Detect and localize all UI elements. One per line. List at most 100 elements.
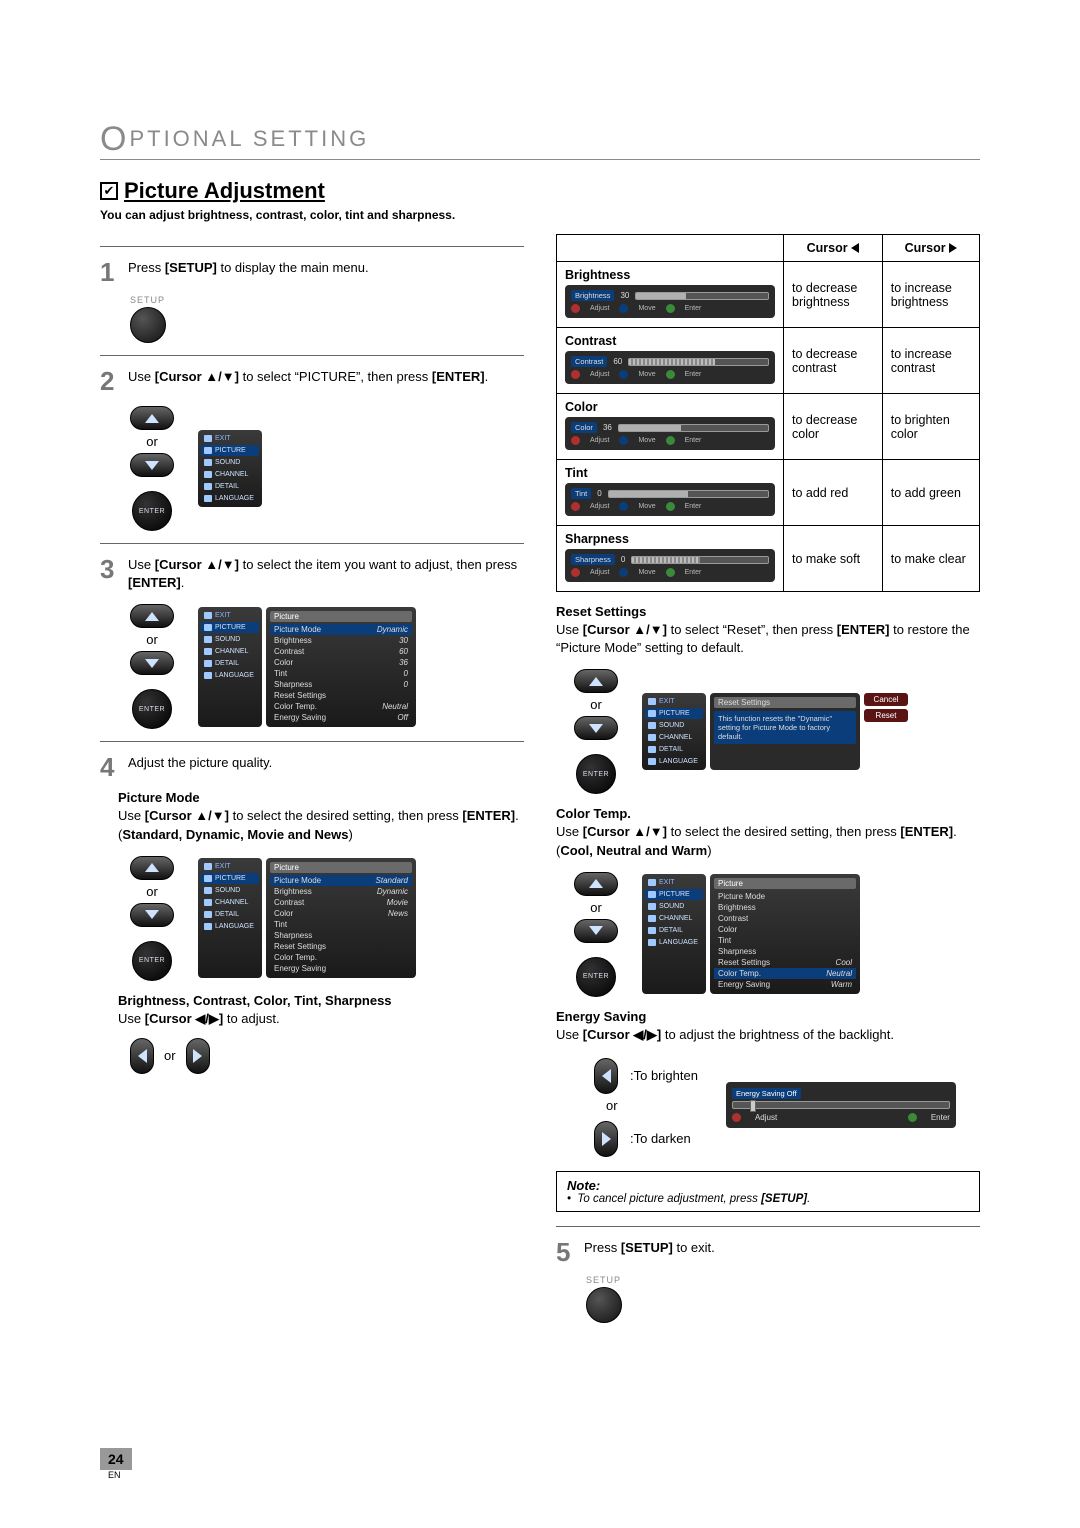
cursor-up-icon bbox=[130, 856, 174, 880]
step-5-body: Press [SETUP] to exit. bbox=[584, 1239, 980, 1265]
or-label: or bbox=[146, 632, 158, 647]
table-header-right: Cursor bbox=[882, 235, 979, 262]
contrast-slider-osd: Contrast60 AdjustMoveEnter bbox=[565, 351, 775, 384]
reset-osd-buttons: Cancel Reset bbox=[864, 693, 908, 770]
section-header: OPTIONAL SETTING bbox=[100, 126, 369, 151]
osd-sound: SOUND bbox=[201, 457, 259, 468]
page-subtitle: You can adjust brightness, contrast, col… bbox=[100, 208, 980, 222]
enter-button-icon: ENTER bbox=[576, 754, 616, 794]
step-3-body: Use [Cursor ▲/▼] to select the item you … bbox=[128, 556, 524, 592]
table-row: Sharpness Sharpness0 AdjustMoveEnter to … bbox=[557, 526, 980, 592]
cell-right: to make clear bbox=[882, 526, 979, 592]
step-number-1: 1 bbox=[100, 259, 120, 285]
page-title: Picture Adjustment bbox=[124, 178, 325, 204]
osd-colortemp-menu: Picture Picture Mode Brightness Contrast… bbox=[710, 874, 860, 994]
table-row: Color Color36 AdjustMoveEnter to decreas… bbox=[557, 394, 980, 460]
cursor-down-icon bbox=[130, 651, 174, 675]
section-header-rule: OPTIONAL SETTING bbox=[100, 120, 980, 160]
reset-body: Use [Cursor ▲/▼] to select “Reset”, then… bbox=[556, 621, 980, 657]
note-line: • To cancel picture adjustment, press [S… bbox=[567, 1193, 969, 1205]
cursor-left-icon bbox=[130, 1038, 154, 1074]
osd-language: LANGUAGE bbox=[201, 493, 259, 504]
step-4-body: Adjust the picture quality. bbox=[128, 754, 524, 780]
page-number: 24 EN bbox=[100, 1448, 132, 1480]
colortemp-illustration: or ENTER EXIT PICTURE SOUND CHANNEL DETA… bbox=[574, 872, 980, 997]
osd-detail: DETAIL bbox=[201, 481, 259, 492]
or-label: or bbox=[164, 1048, 176, 1063]
osd-picture-menu: Picture Picture ModeDynamic Brightness30… bbox=[266, 607, 416, 727]
step-number-4: 4 bbox=[100, 754, 120, 780]
darken-label: :To darken bbox=[630, 1131, 691, 1146]
arrows-enter-group-3: or ENTER EXIT PICTURE SOUND CHANNEL DETA… bbox=[130, 856, 524, 981]
note-title: Note: bbox=[567, 1178, 969, 1193]
osd-sidebar: EXIT PICTURE SOUND CHANNEL DETAIL LANGUA… bbox=[198, 858, 262, 978]
reset-illustration: or ENTER EXIT PICTURE SOUND CHANNEL DETA… bbox=[574, 669, 980, 794]
left-right-buttons: or bbox=[130, 1038, 524, 1074]
picture-mode-body: Use [Cursor ▲/▼] to select the desired s… bbox=[118, 807, 524, 843]
setup-key: [SETUP] bbox=[165, 260, 217, 275]
setup-button-illustration-1: SETUP bbox=[130, 295, 524, 343]
energy-osd: Energy Saving Off Adjust Enter bbox=[726, 1082, 956, 1128]
divider bbox=[556, 1226, 980, 1227]
cursor-up-icon bbox=[130, 406, 174, 430]
right-column: Cursor Cursor Brightness Brightness30 Ad… bbox=[556, 234, 980, 1333]
or-label: or bbox=[590, 900, 602, 915]
cell-left: to decrease color bbox=[784, 394, 883, 460]
enter-button-icon: ENTER bbox=[132, 689, 172, 729]
osd-sidebar: EXIT PICTURE SOUND CHANNEL DETAIL LANGUA… bbox=[642, 693, 706, 770]
row-name: Contrast bbox=[565, 334, 775, 348]
left-column: 1 Press [SETUP] to display the main menu… bbox=[100, 234, 524, 1333]
row-name: Tint bbox=[565, 466, 775, 480]
bccts-body: Use [Cursor ◀/▶] to adjust. bbox=[118, 1010, 524, 1028]
brightness-slider-osd: Brightness30 AdjustMoveEnter bbox=[565, 285, 775, 318]
cursor-right-icon bbox=[594, 1121, 618, 1157]
picture-mode-head: Picture Mode bbox=[118, 790, 524, 805]
enter-button-icon: ENTER bbox=[132, 491, 172, 531]
table-row: Brightness Brightness30 AdjustMoveEnter … bbox=[557, 262, 980, 328]
divider bbox=[100, 355, 524, 356]
table-header-left: Cursor bbox=[784, 235, 883, 262]
setup-button-icon bbox=[130, 307, 166, 343]
setup-button-illustration-2: SETUP bbox=[586, 1275, 980, 1323]
cell-left: to decrease brightness bbox=[784, 262, 883, 328]
enter-button-icon: ENTER bbox=[576, 957, 616, 997]
or-label: or bbox=[606, 1098, 698, 1113]
osd-picture: PICTURE bbox=[201, 445, 259, 456]
step-number-3: 3 bbox=[100, 556, 120, 592]
cursor-down-icon bbox=[574, 716, 618, 740]
row-name: Brightness bbox=[565, 268, 775, 282]
cursor-left-icon bbox=[594, 1058, 618, 1094]
reset-head: Reset Settings bbox=[556, 604, 980, 619]
step-number-2: 2 bbox=[100, 368, 120, 394]
colortemp-body: Use [Cursor ▲/▼] to select the desired s… bbox=[556, 823, 980, 859]
sharpness-slider-osd: Sharpness0 AdjustMoveEnter bbox=[565, 549, 775, 582]
title-row: ✔ Picture Adjustment bbox=[100, 178, 980, 204]
row-name: Color bbox=[565, 400, 775, 414]
enter-button-icon: ENTER bbox=[132, 941, 172, 981]
reset-osd-panel: Reset Settings This function resets the … bbox=[710, 693, 860, 770]
cell-left: to add red bbox=[784, 460, 883, 526]
cursor-up-icon bbox=[130, 604, 174, 628]
energy-illustration: :To brighten or :To darken Energy Saving… bbox=[574, 1050, 980, 1161]
step-2-body: Use [Cursor ▲/▼] to select “PICTURE”, th… bbox=[128, 368, 524, 394]
step-1-body: Press [SETUP] to display the main menu. bbox=[128, 259, 524, 285]
cell-left: to make soft bbox=[784, 526, 883, 592]
table-row: Tint Tint0 AdjustMoveEnter to add red to… bbox=[557, 460, 980, 526]
arrows-enter-group-2: or ENTER EXIT PICTURE SOUND CHANNEL DETA… bbox=[130, 604, 524, 729]
osd-channel: CHANNEL bbox=[201, 469, 259, 480]
table-row: Contrast Contrast60 AdjustMoveEnter to d… bbox=[557, 328, 980, 394]
or-label: or bbox=[146, 884, 158, 899]
divider bbox=[100, 543, 524, 544]
section-initial: O bbox=[100, 120, 129, 158]
divider bbox=[100, 246, 524, 247]
note-box: Note: • To cancel picture adjustment, pr… bbox=[556, 1171, 980, 1212]
bccts-head: Brightness, Contrast, Color, Tint, Sharp… bbox=[118, 993, 524, 1008]
cursor-down-icon bbox=[130, 453, 174, 477]
arrows-enter-group-1: or ENTER EXIT PICTURE SOUND CHANNEL DETA… bbox=[130, 406, 524, 531]
setup-label: SETUP bbox=[130, 295, 524, 305]
check-icon: ✔ bbox=[100, 182, 118, 200]
tint-slider-osd: Tint0 AdjustMoveEnter bbox=[565, 483, 775, 516]
osd-exit: EXIT bbox=[201, 433, 259, 444]
osd-sidebar: EXIT PICTURE SOUND CHANNEL DETAIL LANGUA… bbox=[198, 430, 262, 507]
energy-body: Use [Cursor ◀/▶] to adjust the brightnes… bbox=[556, 1026, 980, 1044]
